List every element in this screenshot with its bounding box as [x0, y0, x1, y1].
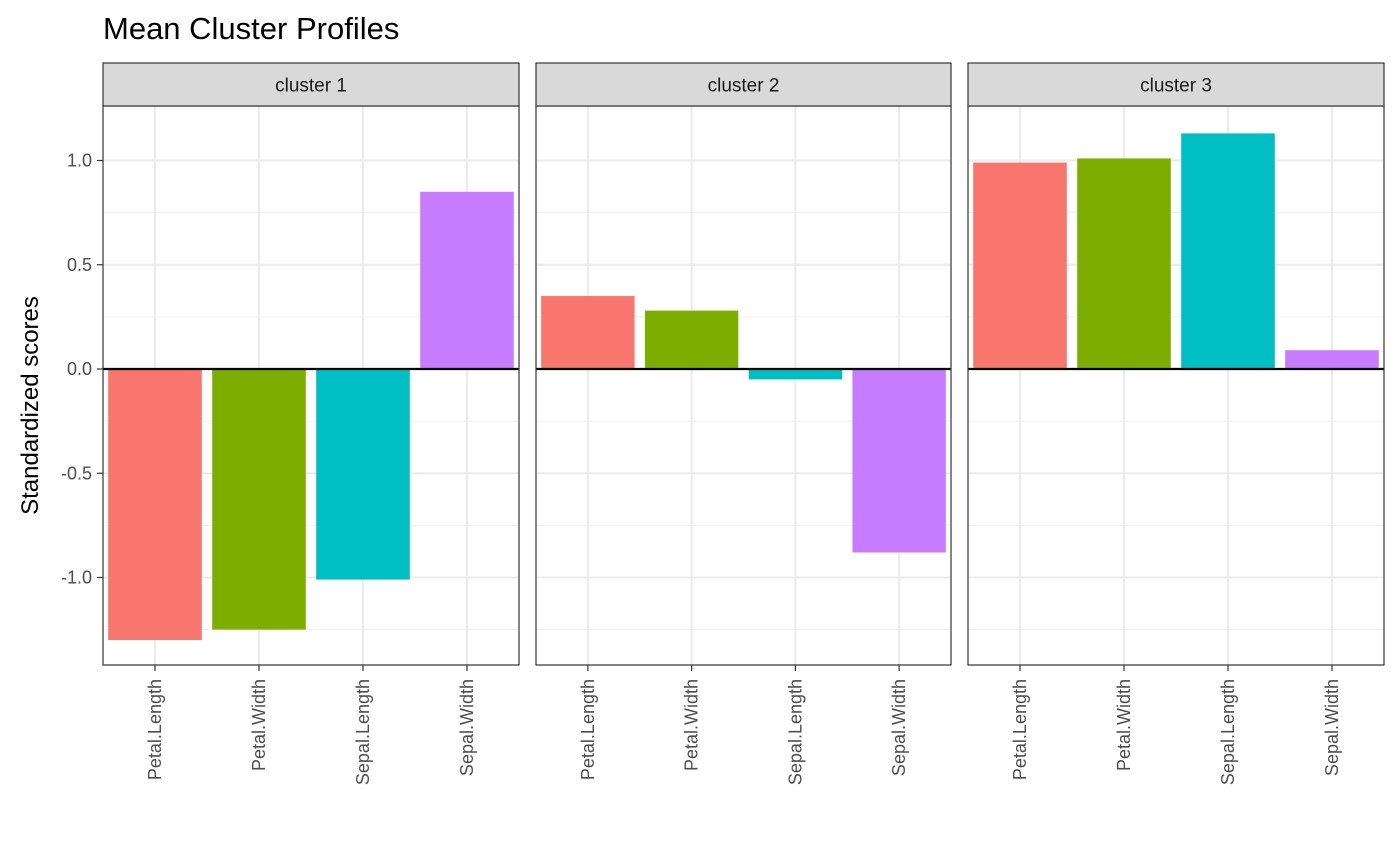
x-tick-label: Sepal.Width: [457, 679, 477, 776]
x-tick-label: Petal.Width: [682, 679, 702, 771]
bar-petal-width: [1077, 158, 1171, 369]
y-tick-label: 0.5: [67, 255, 92, 275]
y-axis-title: Standardized scores: [17, 296, 44, 515]
y-tick-label: 1.0: [67, 151, 92, 171]
bar-sepal-width: [420, 191, 514, 369]
x-tick-label: Petal.Width: [1114, 679, 1134, 771]
bar-sepal-length: [316, 369, 410, 580]
x-tick-label: Sepal.Width: [889, 679, 909, 776]
bar-petal-length: [541, 296, 635, 369]
x-tick-label: Sepal.Length: [353, 679, 373, 785]
y-tick-label: -1.0: [61, 568, 92, 588]
x-tick-label: Petal.Length: [1010, 679, 1030, 780]
y-tick-label: 0.0: [67, 359, 92, 379]
x-tick-label: Petal.Width: [249, 679, 269, 771]
bar-petal-width: [212, 369, 306, 630]
bar-sepal-width: [1285, 350, 1379, 369]
facet-strip-label: cluster 3: [1140, 76, 1212, 97]
y-tick-label: -0.5: [61, 463, 92, 483]
bar-sepal-length: [1181, 133, 1275, 369]
bar-petal-width: [644, 310, 739, 369]
facet-strip: [102, 62, 520, 107]
facet-strip-label: cluster 2: [708, 76, 780, 97]
x-tick-label: Sepal.Width: [1322, 679, 1342, 776]
bar-sepal-width: [852, 369, 946, 553]
facet-strip: [535, 62, 952, 107]
x-tick-label: Petal.Length: [578, 679, 598, 780]
facet-strip-label: cluster 1: [275, 76, 347, 97]
x-tick-label: Sepal.Length: [785, 679, 805, 785]
x-tick-label: Petal.Length: [145, 679, 165, 780]
x-tick-label: Sepal.Length: [1218, 679, 1238, 785]
bar-sepal-length: [748, 369, 843, 380]
facet-strip: [967, 62, 1385, 107]
bar-petal-length: [108, 369, 202, 641]
bar-petal-length: [973, 162, 1067, 369]
chart-title: Mean Cluster Profiles: [103, 11, 400, 46]
